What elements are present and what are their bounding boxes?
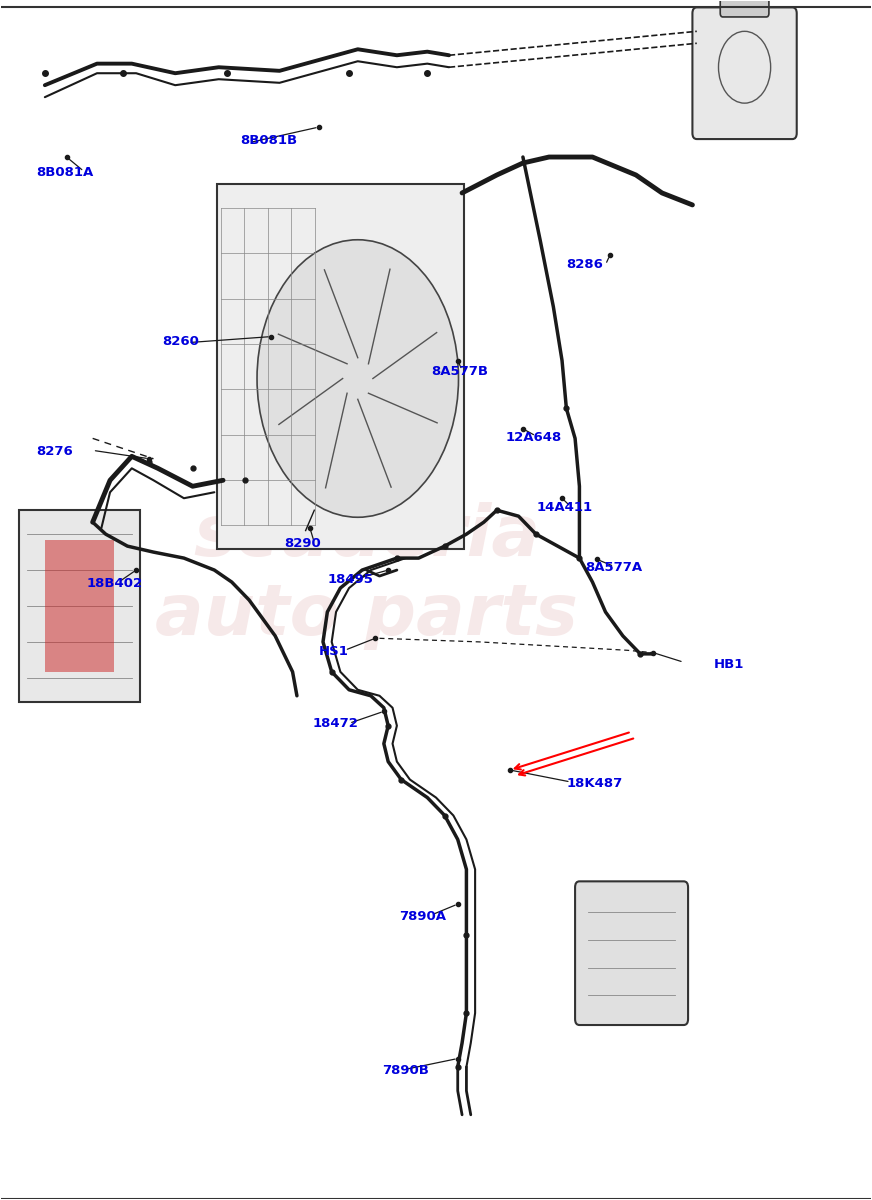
- FancyBboxPatch shape: [575, 881, 688, 1025]
- Text: HS1: HS1: [318, 644, 349, 658]
- FancyBboxPatch shape: [720, 0, 769, 17]
- Text: 8A577A: 8A577A: [585, 562, 643, 574]
- Text: 8276: 8276: [36, 445, 73, 458]
- Circle shape: [257, 240, 459, 517]
- Text: 8B081B: 8B081B: [241, 133, 297, 146]
- Text: 7890A: 7890A: [399, 910, 446, 923]
- FancyBboxPatch shape: [19, 510, 140, 702]
- Text: 18472: 18472: [312, 716, 358, 730]
- Text: 8290: 8290: [284, 538, 321, 551]
- FancyBboxPatch shape: [44, 540, 114, 672]
- Text: 8286: 8286: [567, 258, 603, 271]
- Text: 8B081A: 8B081A: [36, 166, 93, 179]
- Text: 18B402: 18B402: [86, 577, 143, 589]
- Text: 8260: 8260: [162, 335, 199, 348]
- FancyBboxPatch shape: [692, 7, 797, 139]
- Text: 12A648: 12A648: [506, 431, 562, 444]
- Text: HB1: HB1: [714, 658, 745, 671]
- Text: 7890B: 7890B: [382, 1064, 429, 1078]
- FancyBboxPatch shape: [216, 184, 464, 550]
- Text: 14A411: 14A411: [537, 502, 593, 515]
- Text: 18495: 18495: [327, 574, 373, 586]
- Text: 18K487: 18K487: [567, 776, 623, 790]
- Text: 8A577B: 8A577B: [432, 365, 488, 378]
- Text: scuderia
auto parts: scuderia auto parts: [155, 502, 578, 650]
